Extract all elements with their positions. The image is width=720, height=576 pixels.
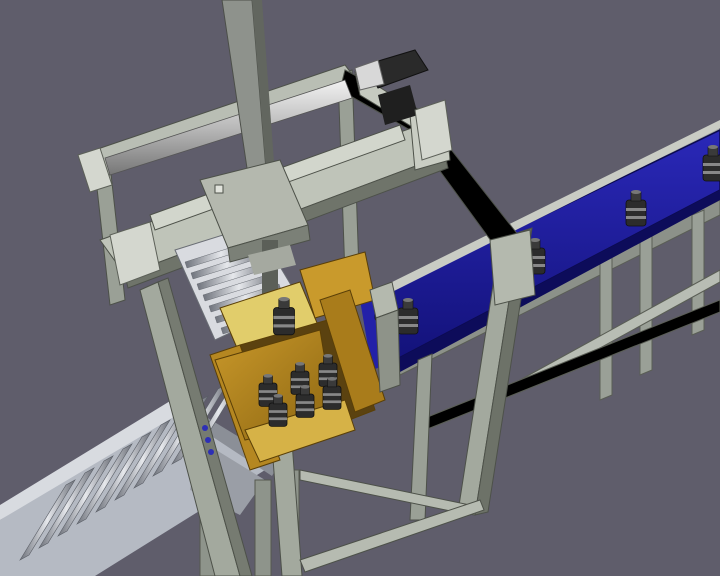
roller	[57, 455, 114, 537]
belt-conveyor	[360, 120, 720, 372]
gripper-head	[248, 240, 296, 295]
gripper-bottles	[273, 297, 295, 336]
box-bottle	[295, 385, 315, 418]
roller	[19, 479, 76, 561]
roller	[38, 467, 95, 549]
belt-bottle	[702, 145, 720, 182]
box-bottle	[268, 394, 288, 427]
roller	[114, 419, 171, 501]
roller	[76, 443, 133, 525]
belt-bottle	[397, 298, 419, 335]
belt-bottle	[625, 190, 647, 227]
box-bottles	[258, 354, 342, 427]
roller	[95, 431, 152, 513]
corner-brackets	[77, 99, 453, 286]
transfer-pusher	[369, 281, 401, 393]
gripped-bottle	[273, 297, 295, 336]
servo-motor	[354, 49, 429, 125]
cardboard-box	[209, 251, 386, 471]
sensor-leds	[202, 425, 214, 455]
box-bottle	[322, 377, 342, 410]
